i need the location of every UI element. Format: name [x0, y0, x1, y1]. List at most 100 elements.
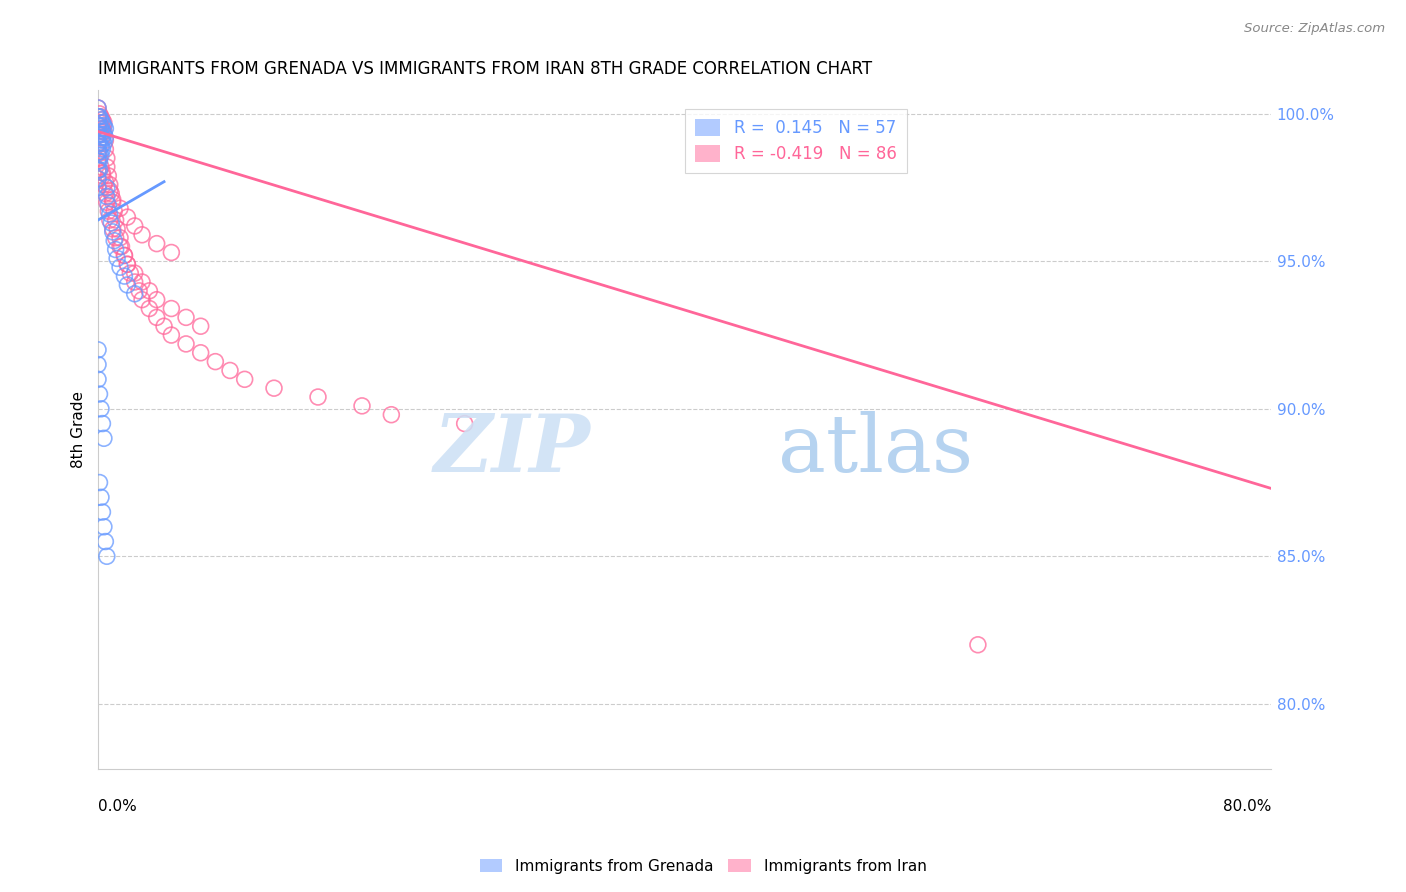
Point [91, 124, 114, 138]
Point [87, 171, 110, 186]
Point [93, 116, 115, 130]
Point [90, 121, 112, 136]
Point [87, 154, 110, 169]
Point [104, 243, 127, 257]
Point [87, 180, 110, 194]
Point [105, 222, 128, 236]
Point [967, 638, 990, 652]
Point [263, 381, 285, 395]
Point [87, 372, 110, 386]
Text: ZIP: ZIP [434, 411, 591, 489]
Point [93, 178, 115, 192]
Point [94, 175, 117, 189]
Point [87, 110, 110, 124]
Point [124, 266, 146, 280]
Point [87, 136, 110, 151]
Point [124, 286, 146, 301]
Point [108, 239, 131, 253]
Point [93, 119, 115, 133]
Point [87, 128, 110, 142]
Point [91, 166, 114, 180]
Point [89, 128, 111, 142]
Point [89, 124, 111, 138]
Point [93, 124, 115, 138]
Point [87, 343, 110, 357]
Point [91, 142, 114, 156]
Point [160, 245, 183, 260]
Point [87, 162, 110, 177]
Text: atlas: atlas [779, 411, 973, 489]
Point [90, 139, 112, 153]
Point [94, 142, 117, 156]
Point [98, 213, 121, 227]
Point [160, 301, 183, 316]
Point [233, 372, 256, 386]
Point [90, 160, 112, 174]
Point [190, 345, 212, 359]
Point [90, 130, 112, 145]
Point [350, 399, 373, 413]
Point [91, 169, 114, 183]
Point [93, 520, 115, 534]
Point [100, 216, 122, 230]
Point [108, 260, 131, 275]
Point [90, 119, 112, 133]
Point [89, 475, 111, 490]
Point [190, 319, 212, 334]
Point [89, 154, 111, 169]
Point [97, 169, 120, 183]
Point [174, 337, 197, 351]
Point [89, 151, 111, 165]
Point [87, 145, 110, 160]
Point [91, 417, 114, 431]
Point [98, 178, 121, 192]
Point [104, 213, 127, 227]
Point [131, 293, 153, 307]
Point [87, 101, 110, 115]
Text: 80.0%: 80.0% [1223, 799, 1271, 814]
Point [87, 119, 110, 133]
Point [87, 128, 110, 142]
Point [87, 110, 110, 124]
Point [89, 145, 111, 160]
Point [174, 310, 197, 325]
Point [145, 310, 167, 325]
Point [219, 363, 242, 377]
Point [91, 116, 114, 130]
Point [87, 119, 110, 133]
Point [93, 136, 115, 151]
Point [117, 257, 139, 271]
Point [93, 431, 115, 445]
Point [108, 201, 131, 215]
Point [96, 151, 118, 165]
Point [94, 121, 117, 136]
Point [204, 354, 226, 368]
Point [128, 284, 150, 298]
Point [89, 162, 111, 177]
Legend: Immigrants from Grenada, Immigrants from Iran: Immigrants from Grenada, Immigrants from… [474, 853, 932, 880]
Point [105, 252, 128, 266]
Point [87, 162, 110, 177]
Point [96, 189, 118, 203]
Point [87, 180, 110, 194]
Text: Source: ZipAtlas.com: Source: ZipAtlas.com [1244, 22, 1385, 36]
Point [104, 231, 127, 245]
Point [90, 112, 112, 127]
Point [96, 180, 118, 194]
Point [87, 171, 110, 186]
Point [87, 136, 110, 151]
Point [380, 408, 402, 422]
Point [145, 293, 167, 307]
Y-axis label: 8th Grade: 8th Grade [72, 391, 86, 468]
Point [97, 198, 120, 212]
Point [145, 236, 167, 251]
Point [307, 390, 329, 404]
Point [103, 204, 125, 219]
Legend: R =  0.145   N = 57, R = -0.419   N = 86: R = 0.145 N = 57, R = -0.419 N = 86 [686, 109, 907, 173]
Point [124, 219, 146, 233]
Point [91, 133, 114, 147]
Point [108, 231, 131, 245]
Point [138, 301, 160, 316]
Point [93, 128, 115, 142]
Point [117, 277, 139, 292]
